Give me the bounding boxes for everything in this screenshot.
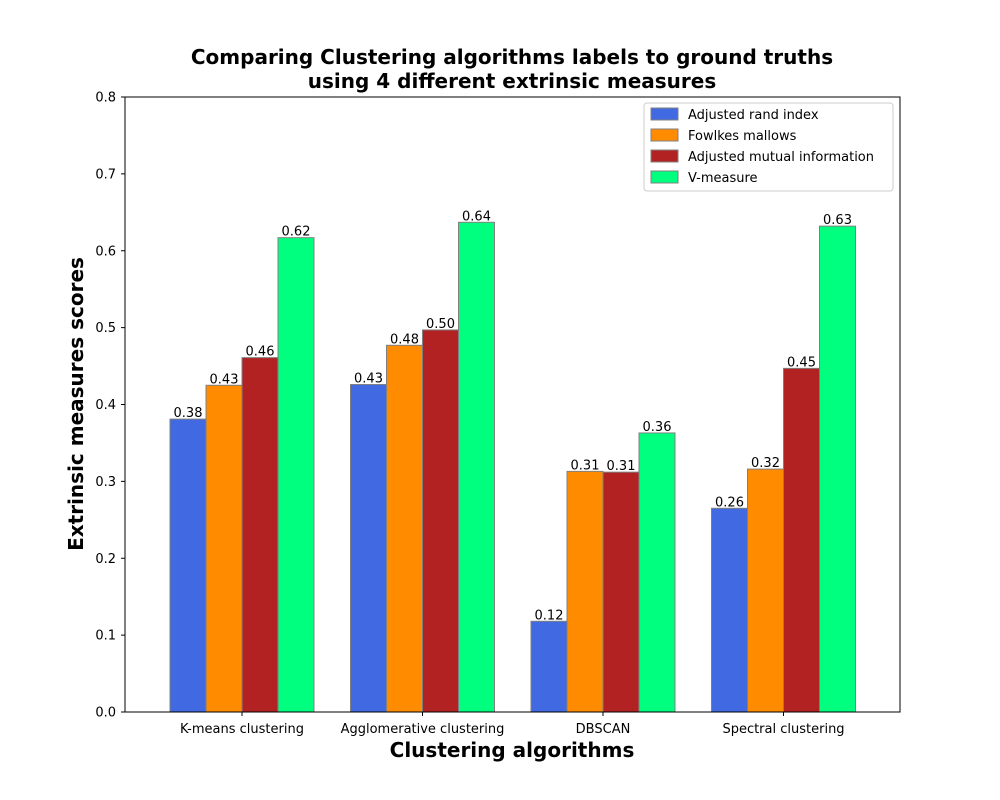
legend: Adjusted rand index Fowlkes mallows Adjust… xyxy=(643,102,894,192)
bar xyxy=(711,507,748,713)
y-tick-label: 0.1 xyxy=(95,629,116,644)
bar-value-label: 0.36 xyxy=(643,420,672,435)
bar-value-label: 0.48 xyxy=(390,332,419,347)
bar xyxy=(783,367,820,713)
bars-group: 0.38 0.43 0.46 0.62 0.43 0.48 0.50 0.64 0.12 0.31… xyxy=(169,209,856,713)
bar-value-label: 0.43 xyxy=(354,372,383,387)
y-tick-label: 0.4 xyxy=(95,398,116,413)
plot-area-frame xyxy=(124,96,901,713)
bar-value-label: 0.45 xyxy=(787,355,816,370)
legend-swatch xyxy=(650,128,679,142)
y-tick-label: 0.0 xyxy=(95,706,116,721)
bar-value-label: 0.26 xyxy=(715,495,744,510)
legend-frame xyxy=(643,102,894,192)
bar xyxy=(819,225,856,713)
legend-label: Adjusted mutual information xyxy=(688,150,874,165)
bar-value-label: 0.64 xyxy=(462,209,491,224)
y-tick-label: 0.5 xyxy=(95,321,116,336)
bar xyxy=(277,237,315,713)
bar xyxy=(530,620,568,713)
bar xyxy=(386,344,423,713)
legend-label: Adjusted rand index xyxy=(688,108,819,123)
y-axis-label: Extrinsic measures scores xyxy=(64,257,88,551)
bar xyxy=(205,384,243,713)
bar xyxy=(241,357,279,713)
x-tick-label: DBSCAN xyxy=(576,722,631,737)
bar xyxy=(169,418,207,713)
bar xyxy=(350,384,387,713)
legend-swatch xyxy=(650,170,679,184)
y-tick-label: 0.7 xyxy=(95,167,116,182)
bar xyxy=(747,468,784,713)
bar xyxy=(638,432,676,713)
bar xyxy=(602,471,640,713)
legend-swatch xyxy=(650,107,679,121)
y-tick-label: 0.6 xyxy=(95,244,116,259)
bar xyxy=(422,329,459,713)
chart-subtitle: using 4 different extrinsic measures xyxy=(308,69,716,93)
legend-label: V-measure xyxy=(688,171,758,186)
x-tick-label: Agglomerative clustering xyxy=(341,722,505,737)
bar-value-label: 0.62 xyxy=(282,225,311,240)
y-tick-label: 0.3 xyxy=(95,475,116,490)
y-tick-label: 0.8 xyxy=(95,91,116,106)
bar-value-label: 0.43 xyxy=(210,372,239,387)
x-axis-label: Clustering algorithms xyxy=(390,738,635,762)
ticks-group: 0.0 0.1 0.2 0.3 0.4 0.5 0.6 0.7 0.8 K-means clust… xyxy=(95,91,844,738)
bar-value-label: 0.38 xyxy=(174,406,203,421)
bar-value-label: 0.31 xyxy=(607,459,636,474)
chart-title: Comparing Clustering algorithms labels t… xyxy=(191,45,833,69)
bar-value-label: 0.50 xyxy=(426,317,455,332)
bar-value-label: 0.32 xyxy=(751,456,780,471)
x-tick-label: K-means clustering xyxy=(180,722,304,737)
bar-value-label: 0.31 xyxy=(571,458,600,473)
y-tick-label: 0.2 xyxy=(95,552,116,567)
bar xyxy=(458,221,495,713)
x-tick-label: Spectral clustering xyxy=(722,722,844,737)
legend-label: Fowlkes mallows xyxy=(688,129,797,144)
bar xyxy=(566,470,604,713)
legend-swatch xyxy=(650,149,679,163)
bar-value-label: 0.63 xyxy=(823,213,852,228)
bar-value-label: 0.46 xyxy=(246,345,275,360)
bar-value-label: 0.12 xyxy=(535,608,564,623)
